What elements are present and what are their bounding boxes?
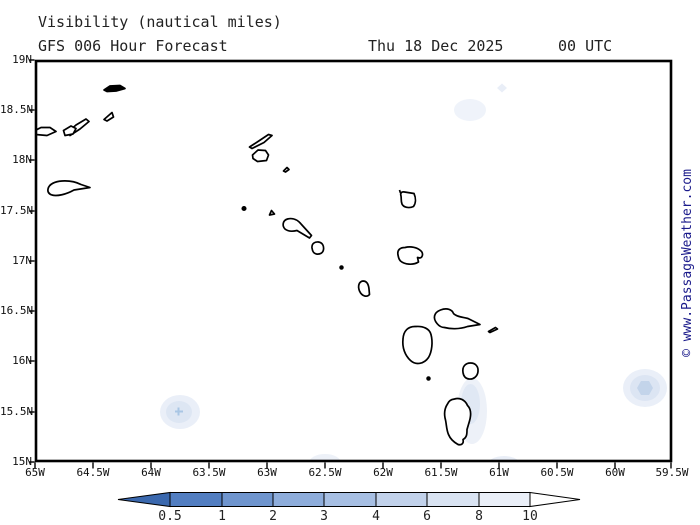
lon-label: 63W <box>257 466 277 479</box>
island-la-desirade <box>487 326 499 334</box>
minimum-marker-icon <box>175 407 183 416</box>
lat-label: 18.5N <box>0 103 34 116</box>
legend-tick-label: 0.5 <box>158 509 182 524</box>
island-st-thomas <box>37 126 57 137</box>
lon-label: 61W <box>489 466 509 479</box>
lat-label: 16.5N <box>0 304 34 317</box>
legend-arrow-left <box>117 491 171 508</box>
legend-tick-label: 8 <box>475 509 483 524</box>
island-saba <box>241 205 247 212</box>
lon-label: 60W <box>605 466 625 479</box>
lat-label: 17N <box>12 254 32 267</box>
legend-tick-label: 4 <box>372 509 380 524</box>
visibility-blob <box>309 454 341 460</box>
legend-arrow-right <box>529 491 581 508</box>
legend-segment <box>478 492 531 507</box>
island-antigua <box>396 246 424 265</box>
lon-label: 61.5W <box>424 466 458 479</box>
legend-tick-label: 1 <box>218 509 226 524</box>
legend-colorbar <box>117 491 581 508</box>
lon-label: 64W <box>141 466 161 479</box>
lon-label: 62.5W <box>308 466 342 479</box>
lon-label: 60.5W <box>540 466 574 479</box>
island-dominica <box>443 397 472 446</box>
lon-label: 59.5W <box>655 466 689 479</box>
legend-segment <box>169 492 223 507</box>
island-les-saintes <box>426 376 431 381</box>
island-st-croix <box>47 180 91 197</box>
lat-label: 17.5N <box>0 204 34 217</box>
legend-segment <box>375 492 428 507</box>
island-st-john <box>62 125 77 137</box>
visibility-blob-core <box>637 381 653 395</box>
island-st-barts <box>282 166 290 173</box>
lon-label: 62W <box>373 466 393 479</box>
lat-label: 15N <box>12 455 32 468</box>
lat-ticks <box>29 59 35 463</box>
legend-tick-label: 10 <box>522 509 538 524</box>
island-anegada <box>103 84 126 93</box>
visibility-blob <box>490 456 518 460</box>
island-barbuda <box>399 191 417 209</box>
legend-segment <box>426 492 480 507</box>
page-title: Visibility (nautical miles) <box>38 13 282 31</box>
legend-tick-label: 2 <box>269 509 277 524</box>
lon-label: 64.5W <box>76 466 110 479</box>
valid-time-label: 00 UTC <box>558 37 613 55</box>
island-grande-terre <box>433 308 481 330</box>
visibility-blob <box>454 99 486 121</box>
valid-date-label: Thu 18 Dec 2025 <box>368 37 504 55</box>
map-frame <box>34 59 673 463</box>
visibility-shading-layer <box>160 83 667 460</box>
legend-segment <box>272 492 325 507</box>
island-virgin-gorda <box>103 111 115 122</box>
legend-tick-label: 3 <box>320 509 328 524</box>
legend-segment <box>323 492 377 507</box>
lat-label: 15.5N <box>0 405 34 418</box>
island-barbuda-spit <box>398 189 402 194</box>
island-st-kitts <box>282 217 313 239</box>
island-marie-galante <box>461 362 479 380</box>
lat-label: 18N <box>12 153 32 166</box>
model-run-label: GFS 006 Hour Forecast <box>38 37 228 55</box>
lat-label: 19N <box>12 53 32 66</box>
lon-label: 65W <box>25 466 45 479</box>
island-anguilla <box>248 133 273 150</box>
lon-ticks <box>34 462 672 469</box>
island-st-martin <box>251 149 270 163</box>
lat-label: 16N <box>12 354 32 367</box>
island-redonda <box>339 265 344 270</box>
coastline-layer <box>37 84 499 446</box>
island-basse-terre <box>401 325 433 365</box>
island-st-eustatius <box>268 209 276 216</box>
visibility-blob <box>497 83 507 93</box>
island-montserrat <box>357 280 371 298</box>
island-nevis <box>311 241 325 255</box>
legend-segment <box>221 492 274 507</box>
legend-tick-label: 6 <box>423 509 431 524</box>
lon-label: 63.5W <box>192 466 226 479</box>
